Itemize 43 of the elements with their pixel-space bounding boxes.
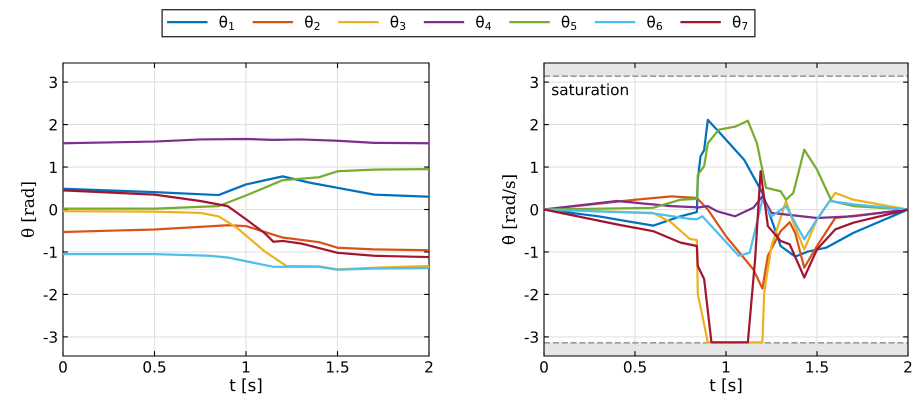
x-tick-label: 0.5	[143, 361, 166, 373]
legend-label: θ$_{3}$	[390, 16, 406, 30]
x-tick-label: 0	[540, 361, 548, 373]
x-tick-label: 0.5	[624, 361, 646, 373]
y-axis-title: θ̇ [rad/s]	[502, 175, 518, 244]
x-tick-label: 2	[425, 361, 432, 372]
legend-label: θ$_{6}$	[647, 16, 662, 30]
legend-label: θ$_{2}$	[305, 16, 320, 30]
legend-label: θ$_{1}$	[219, 16, 234, 30]
x-tick-label: 1	[722, 361, 730, 372]
y-tick-label: -2	[44, 288, 57, 300]
line-series	[63, 168, 429, 210]
y-tick-label: -2	[524, 288, 538, 300]
y-tick-label: 0	[49, 204, 58, 216]
line-series	[63, 175, 429, 198]
y-tick-label: -1	[44, 246, 57, 258]
legend-label: θ$_{7}$	[732, 16, 748, 30]
x-tick-label: 1.5	[327, 361, 348, 373]
y-tick-label: 1	[50, 162, 57, 173]
y-tick-label: 2	[50, 119, 57, 130]
line-series	[63, 224, 429, 252]
x-axis-title: t [s]	[230, 378, 262, 394]
y-tick-label: 2	[530, 119, 538, 130]
y-tick-label: -3	[44, 331, 57, 343]
line-series	[63, 210, 429, 270]
y-tick-label: 0	[530, 204, 538, 216]
line-series	[63, 189, 429, 258]
y-tick-label: 1	[531, 162, 538, 173]
legend-label: θ$_{4}$	[476, 16, 492, 30]
annotation: saturation	[552, 84, 628, 96]
y-tick-label: -1	[524, 246, 538, 258]
y-tick-label: 3	[50, 76, 57, 88]
x-tick-label: 0	[59, 361, 67, 373]
legend-label: θ$_{5}$	[562, 16, 576, 30]
y-tick-label: -3	[524, 331, 538, 343]
x-tick-label: 2	[904, 361, 912, 372]
line-series	[544, 198, 908, 257]
x-axis-title: t [s]	[710, 378, 742, 394]
y-tick-label: 3	[530, 76, 538, 88]
x-tick-label: 1.5	[806, 361, 828, 373]
y-axis-title: θ [rad]	[21, 182, 36, 238]
line-series	[63, 252, 429, 271]
x-tick-label: 1	[242, 361, 250, 372]
